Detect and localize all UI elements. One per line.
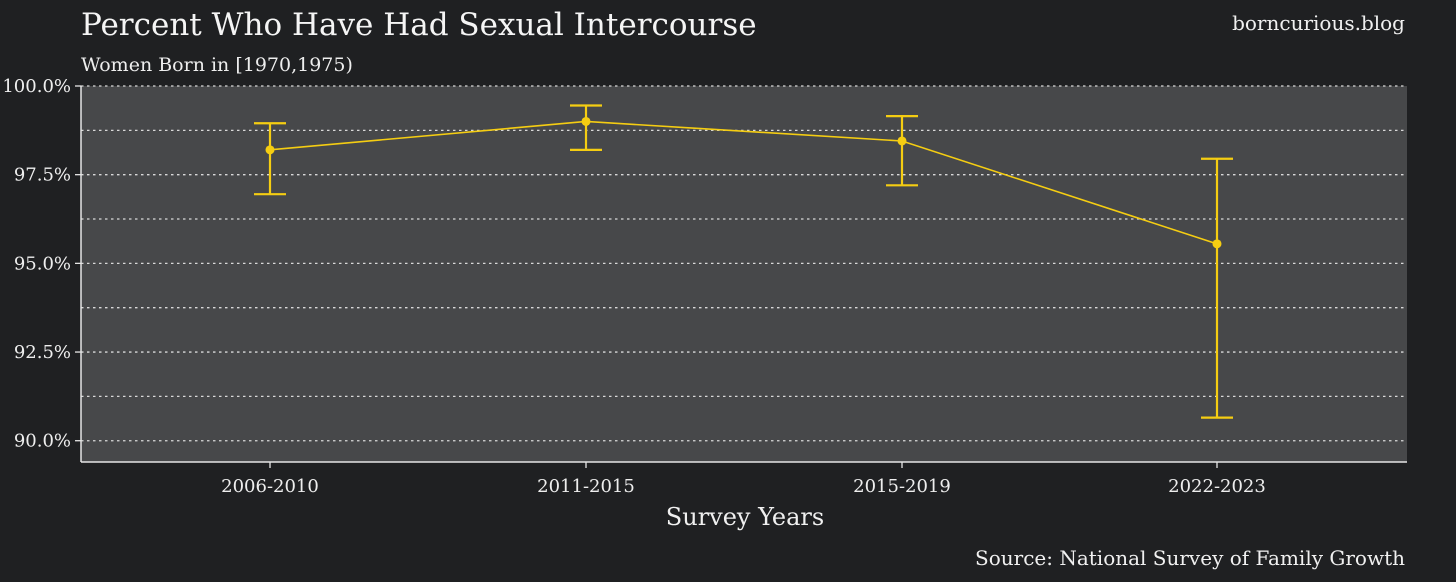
- data-point: [581, 116, 591, 126]
- error-bar: [570, 104, 602, 151]
- x-tick-label: 2015-2019: [853, 476, 951, 497]
- data-point: [265, 145, 275, 155]
- plot-panel: [81, 86, 1407, 462]
- x-axis-label: Survey Years: [666, 503, 824, 531]
- x-tick-label: 2011-2015: [537, 476, 635, 497]
- x-tick-label: 2006-2010: [221, 476, 319, 497]
- y-tick-label: 92.5%: [14, 342, 71, 363]
- grid-lines: [81, 85, 1407, 442]
- y-tick-label: 90.0%: [14, 431, 71, 452]
- source-label: Source: National Survey of Family Growth: [975, 546, 1405, 570]
- y-axis-ticks: 90.0% 92.5% 95.0% 97.5% 100.0%: [2, 76, 81, 452]
- y-tick-label: 100.0%: [2, 76, 71, 97]
- chart-title: Percent Who Have Had Sexual Intercourse: [81, 7, 757, 43]
- axes: [80, 86, 1407, 463]
- error-bar: [1201, 157, 1233, 419]
- data-point: [1212, 239, 1222, 249]
- x-tick-label: 2022-2023: [1168, 476, 1266, 497]
- y-tick-label: 97.5%: [14, 165, 71, 186]
- chart-subtitle: Women Born in [1970,1975): [81, 54, 353, 76]
- error-bar: [254, 122, 286, 196]
- brand-label: borncurious.blog: [1232, 11, 1405, 35]
- series-layer: [254, 104, 1233, 419]
- x-axis-ticks: 2006-2010 2011-2015 2015-2019 2022-2023: [221, 462, 1266, 497]
- series-line: [269, 120, 1218, 245]
- data-point: [897, 136, 907, 146]
- y-tick-label: 95.0%: [14, 253, 71, 274]
- error-bar: [886, 115, 918, 187]
